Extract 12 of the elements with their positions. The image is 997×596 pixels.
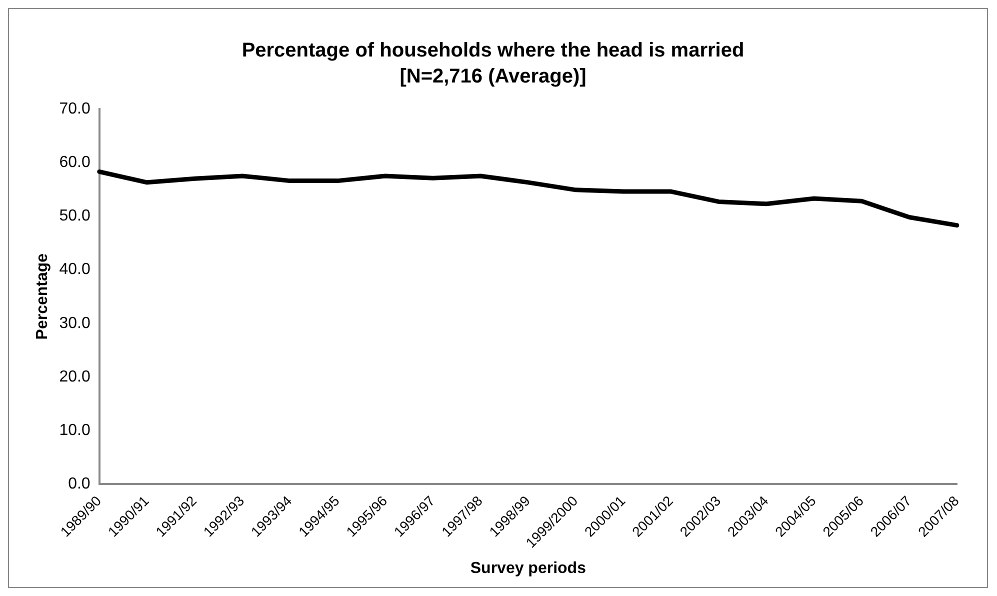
y-tick-label: 60.0: [59, 154, 90, 171]
y-axis-title: Percentage: [34, 253, 52, 340]
y-tick-label: 50.0: [59, 208, 90, 225]
x-axis-title: Survey periods: [470, 560, 586, 577]
y-tick-label: 30.0: [59, 314, 90, 332]
y-tick-label: 10.0: [59, 422, 90, 439]
chart-subtitle: [N=2,716 (Average)]: [400, 66, 586, 88]
y-tick-label: 70.0: [59, 100, 90, 118]
y-tick-label: 40.0: [59, 261, 90, 278]
y-tick-label: 20.0: [59, 368, 90, 386]
chart-title: Percentage of households where the head is married: [242, 40, 744, 62]
y-tick-label: 0.0: [68, 476, 90, 493]
